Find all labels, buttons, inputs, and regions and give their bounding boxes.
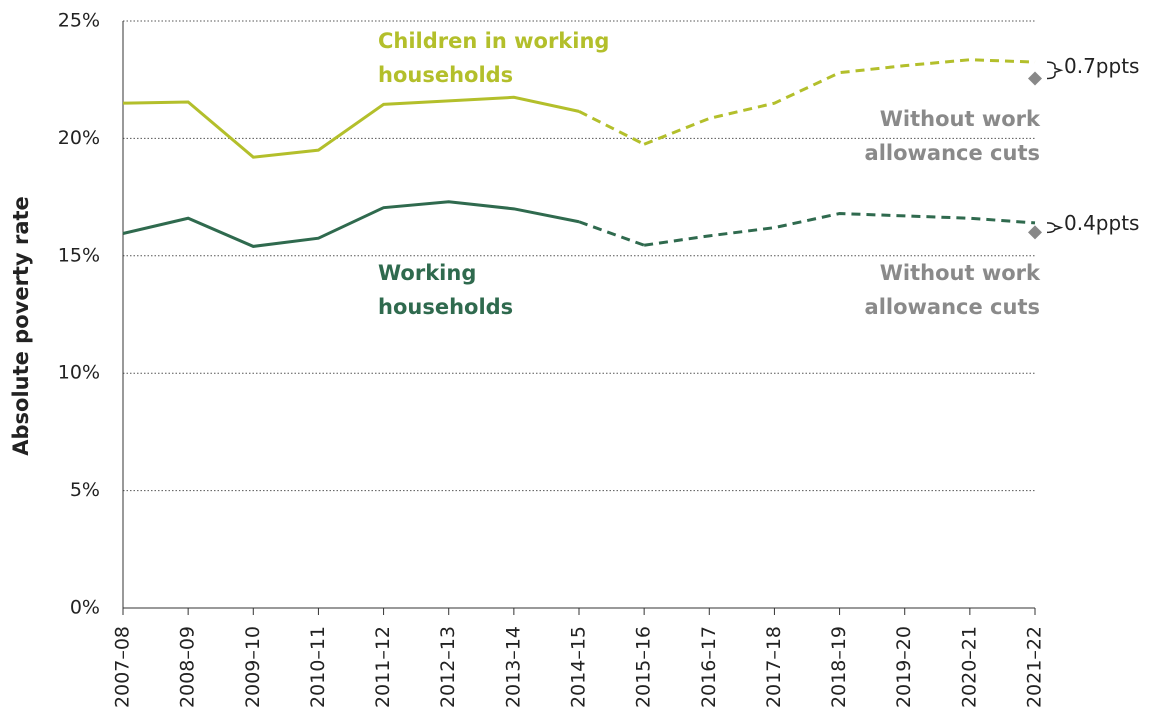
y-tick-label: 15% bbox=[58, 244, 100, 266]
series-line bbox=[122, 95, 580, 159]
x-tick-label: 2008–09 bbox=[177, 626, 199, 708]
x-tick-label: 2016–17 bbox=[698, 626, 720, 708]
scenario-marker bbox=[1028, 71, 1042, 86]
series-line bbox=[122, 200, 580, 248]
scenario-label: Without work allowance cuts bbox=[864, 261, 1040, 319]
difference-label: 0.7ppts bbox=[1064, 54, 1139, 78]
x-tick-label: 2017–18 bbox=[763, 626, 785, 708]
x-tick-label: 2018–19 bbox=[828, 626, 850, 708]
x-tick-label: 2020–21 bbox=[958, 626, 980, 708]
brace bbox=[1046, 61, 1064, 80]
projected-line bbox=[643, 212, 1036, 247]
difference-label: 0.4ppts bbox=[1064, 211, 1139, 235]
series-label: Working households bbox=[378, 261, 514, 319]
x-tick-label: 2014–15 bbox=[568, 626, 590, 708]
x-tick-label: 2015–16 bbox=[633, 626, 655, 708]
y-tick-label: 0% bbox=[70, 597, 100, 619]
projection-connector bbox=[578, 220, 645, 247]
scenario-marker bbox=[1028, 225, 1042, 240]
x-tick-label: 2009–10 bbox=[242, 626, 264, 708]
y-tick-label: 10% bbox=[58, 362, 100, 384]
x-tick-label: 2011–12 bbox=[372, 626, 394, 708]
projection-connector bbox=[578, 110, 645, 146]
scenario-label: Without work allowance cuts bbox=[864, 107, 1040, 165]
x-tick-label: 2012–13 bbox=[437, 626, 459, 708]
x-tick-label: 2007–08 bbox=[112, 626, 134, 708]
x-tick-label: 2013–14 bbox=[502, 626, 524, 708]
series-label: Children in working households bbox=[378, 29, 610, 87]
x-tick-label: 2019–20 bbox=[893, 626, 915, 708]
x-tick-label: 2021–22 bbox=[1024, 626, 1046, 708]
x-tick-label: 2010–11 bbox=[307, 626, 329, 708]
brace bbox=[1046, 222, 1064, 234]
y-tick-label: 5% bbox=[70, 479, 100, 501]
y-tick-label: 20% bbox=[58, 127, 100, 149]
y-tick-label: 25% bbox=[58, 10, 100, 32]
y-axis-title: Absolute poverty rate bbox=[9, 196, 33, 456]
